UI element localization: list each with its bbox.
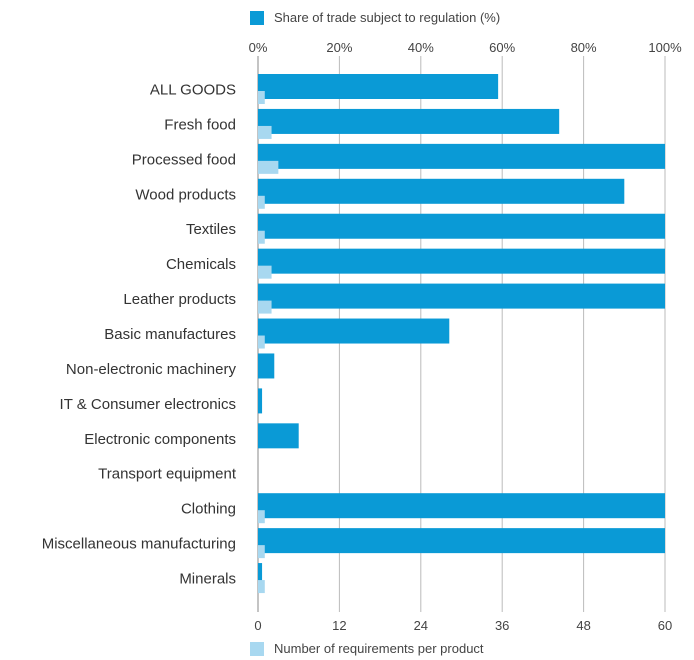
share-bar	[258, 353, 275, 379]
legend-share-label: Share of trade subject to regulation (%)	[274, 10, 501, 25]
share-bar	[258, 108, 560, 134]
category-label: Non-electronic machinery	[66, 361, 237, 378]
share-bar	[258, 178, 625, 204]
requirements-bar	[258, 510, 265, 524]
category-label: ALL GOODS	[150, 81, 236, 98]
legend-share-swatch	[250, 10, 264, 25]
share-bar	[258, 143, 665, 169]
legend-requirements-swatch	[250, 641, 264, 656]
share-bar	[258, 528, 665, 554]
category-label: Miscellaneous manufacturing	[42, 536, 236, 553]
category-label: Electronic components	[84, 431, 236, 448]
share-bar	[258, 563, 263, 589]
category-label: Minerals	[179, 571, 236, 588]
bottom-axis-tick-label: 36	[495, 618, 509, 633]
share-bar	[258, 74, 499, 99]
legend-requirements: Number of requirements per product	[250, 641, 484, 656]
category-label: Fresh food	[164, 116, 236, 133]
category-label: Leather products	[123, 291, 236, 308]
top-axis-tick-label: 20%	[326, 40, 352, 55]
requirements-bar	[258, 300, 272, 314]
share-bar	[258, 248, 665, 274]
category-label: Chemicals	[166, 256, 236, 273]
bottom-axis-tick-label: 0	[254, 618, 261, 633]
share-bar	[258, 283, 665, 309]
bottom-axis-tick-label: 48	[576, 618, 590, 633]
category-label: Processed food	[132, 151, 236, 168]
requirements-bar	[258, 545, 265, 559]
legend-requirements-label: Number of requirements per product	[274, 641, 484, 656]
top-axis-tick-label: 60%	[489, 40, 515, 55]
requirements-bar	[258, 230, 265, 244]
category-label: IT & Consumer electronics	[60, 396, 236, 413]
requirements-bar	[258, 160, 279, 174]
requirements-bar	[258, 265, 272, 279]
top-axis-tick-label: 40%	[408, 40, 434, 55]
requirements-bar	[258, 91, 265, 104]
requirements-bar	[258, 335, 265, 349]
category-label: Transport equipment	[98, 466, 237, 483]
requirements-bar	[258, 125, 272, 139]
category-label: Clothing	[181, 501, 236, 518]
share-bar	[258, 423, 299, 449]
share-bar	[258, 388, 263, 414]
category-label: Textiles	[186, 221, 236, 238]
share-bar	[258, 493, 665, 519]
category-label: Wood products	[135, 186, 236, 203]
requirements-bar	[258, 195, 265, 209]
top-axis-tick-label: 0%	[249, 40, 268, 55]
requirements-bar	[258, 580, 265, 594]
share-bar	[258, 213, 665, 239]
bottom-axis-tick-label: 24	[414, 618, 428, 633]
top-axis-tick-label: 80%	[571, 40, 597, 55]
top-axis-tick-label: 100%	[648, 40, 682, 55]
bottom-axis-tick-label: 12	[332, 618, 346, 633]
bottom-axis-tick-label: 60	[658, 618, 672, 633]
legend-share: Share of trade subject to regulation (%)	[250, 10, 500, 25]
category-label: Basic manufactures	[104, 326, 236, 343]
share-bar	[258, 318, 450, 344]
